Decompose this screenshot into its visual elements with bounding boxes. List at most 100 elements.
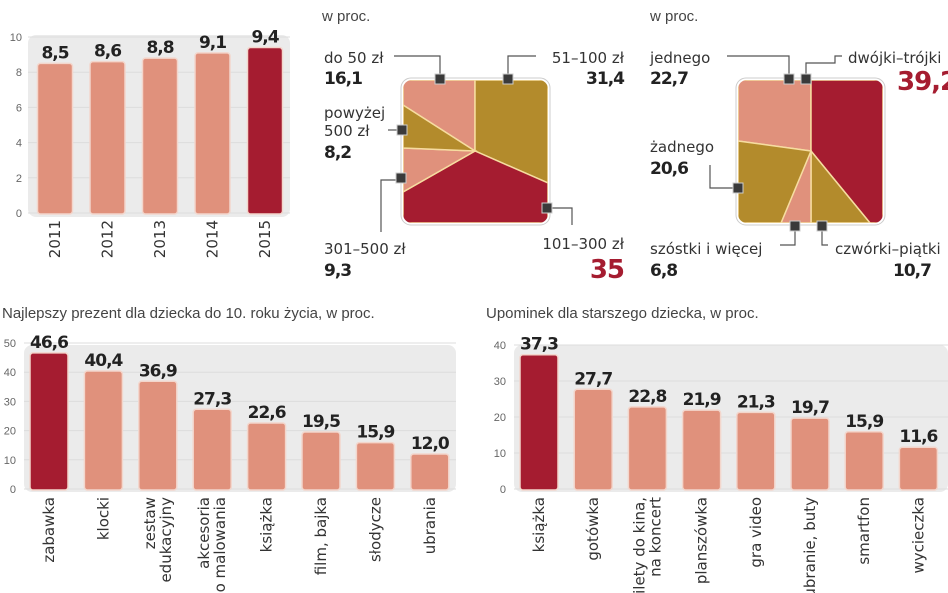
pie1-label-4: powyżej 500 zł <box>324 104 385 140</box>
x-tick-label-line: 2013 <box>151 220 169 258</box>
x-tick-label: 2015 <box>256 220 274 258</box>
leader-line <box>780 226 796 246</box>
x-tick-label: 2014 <box>204 220 222 258</box>
bar-chart-4: 0 10 20 30 40 37,3 książka 27,7 gotówka 22,8 bilet… <box>494 335 948 593</box>
leader-marker <box>816 220 828 232</box>
pie2-label-1: dwójki–trójki <box>848 49 941 67</box>
leader-marker <box>541 202 553 214</box>
y-tick-label: 10 <box>10 32 22 44</box>
x-tick-label: planszówka <box>693 497 711 584</box>
pie2-value-1: 39,2 <box>897 67 948 97</box>
x-tick-label-line: 2014 <box>204 220 222 258</box>
x-tick-label: smartfon <box>855 497 873 565</box>
bar-value-label: 22,8 <box>628 387 666 407</box>
slice-4 <box>403 103 478 152</box>
x-tick-label: książka <box>258 497 276 552</box>
bar-value-label: 22,6 <box>248 403 286 423</box>
x-tick-label: gra video <box>747 497 765 568</box>
bar <box>246 422 287 491</box>
pie1-label-3: 301–500 zł <box>324 240 406 258</box>
bar <box>36 62 74 215</box>
chart5-title: Upominek dla starszego dziecka, w proc. <box>486 305 759 322</box>
x-tick-label-line: gotówka <box>584 497 602 561</box>
x-tick-label-line: planszówka <box>693 497 711 584</box>
y-tick-label: 30 <box>4 396 16 408</box>
bar <box>301 431 341 491</box>
y-tick-label: 2 <box>16 173 22 185</box>
x-tick-label: ubrania <box>421 497 439 554</box>
bar <box>681 409 722 491</box>
bar-value-label: 19,7 <box>791 398 829 418</box>
x-tick-label: akcesoriado malowania <box>195 497 229 593</box>
bar <box>627 406 668 491</box>
y-tick-label: 30 <box>494 376 506 388</box>
x-tick-label-line: film, bajka <box>312 497 330 575</box>
pie2-value-4: 20,6 <box>650 159 688 179</box>
pie1-value-0: 16,1 <box>324 69 362 89</box>
pie2-label-3: szóstki i więcej <box>650 240 762 258</box>
x-tick-label-line: bilety do kina, <box>630 497 648 593</box>
bar-value-label: 27,7 <box>574 369 612 389</box>
leader-marker <box>732 182 744 194</box>
leader-marker <box>783 73 795 85</box>
x-tick-label: wycieczka <box>909 497 927 574</box>
bar-value-label: 12,0 <box>411 434 450 454</box>
y-tick-label: 40 <box>494 340 506 352</box>
pie2-subtitle: w proc. <box>649 8 698 25</box>
y-tick-label: 8 <box>16 67 22 79</box>
y-tick-label: 4 <box>16 138 22 150</box>
x-tick-label-line: ubranie, buty <box>801 497 819 593</box>
x-tick-label-line: słodycze <box>366 497 384 562</box>
pie2-value-3: 6,8 <box>650 261 677 281</box>
x-tick-label: słodycze <box>366 497 384 562</box>
bar-value-label: 40,4 <box>84 351 123 371</box>
x-tick-label: zabawka <box>40 497 58 563</box>
x-tick-label-line: akcesoria <box>195 497 213 569</box>
bar <box>141 57 179 215</box>
leader-line <box>805 55 842 79</box>
bar-value-label: 8,6 <box>94 42 121 62</box>
pie1-value-2: 35 <box>590 255 624 285</box>
bar <box>573 388 613 491</box>
slices <box>738 80 883 223</box>
leader-marker <box>789 220 801 232</box>
chart4-title: Najlepszy prezent dla dziecka do 10. rok… <box>2 305 375 322</box>
bar-value-label: 15,9 <box>845 412 883 432</box>
square-pie-1 <box>380 55 573 232</box>
pie1-value-1: 31,4 <box>586 69 625 89</box>
bar <box>138 380 178 491</box>
plot-background <box>514 345 948 492</box>
plot-background <box>24 345 456 492</box>
pie2-label-2: czwórki–piątki <box>835 240 941 258</box>
bar-value-label: 46,6 <box>30 333 68 353</box>
x-tick-label-line: 2011 <box>46 220 64 258</box>
leader-line <box>380 179 400 232</box>
bar <box>192 408 232 491</box>
y-tick-label: 0 <box>16 208 22 220</box>
bar-value-label: 37,3 <box>520 335 558 355</box>
x-tick-label-line: 2015 <box>256 220 274 258</box>
square-pie-2 <box>709 55 886 246</box>
x-tick-label-line: klocki <box>94 497 112 540</box>
bar-chart-3: 0 10 20 30 40 50 46,6 zabawka 40,4 klocki 36,9 zest… <box>4 333 456 593</box>
x-tick-label-line: smartfon <box>855 497 873 565</box>
pie2-value-2: 10,7 <box>893 261 931 281</box>
slices <box>403 80 548 223</box>
x-tick-label: zestawedukacyjny <box>141 497 175 583</box>
x-tick-label: 2011 <box>46 220 64 258</box>
x-tick-label: książka <box>530 497 548 552</box>
bar <box>898 446 939 491</box>
pie1-label-0: do 50 zł <box>324 49 384 67</box>
y-tick-label: 0 <box>500 484 506 496</box>
bar-value-label: 8,5 <box>41 43 68 63</box>
bar <box>844 431 884 491</box>
leader-line <box>548 207 573 225</box>
leader-line <box>727 55 790 79</box>
y-tick-label: 6 <box>16 102 22 114</box>
pie1-value-3: 9,3 <box>324 261 351 281</box>
x-tick-label: bilety do kina,na koncert <box>630 497 664 593</box>
bar <box>355 441 396 491</box>
pie1-label-2: 101–300 zł <box>542 235 624 253</box>
x-tick-label-line: gra video <box>747 497 765 568</box>
